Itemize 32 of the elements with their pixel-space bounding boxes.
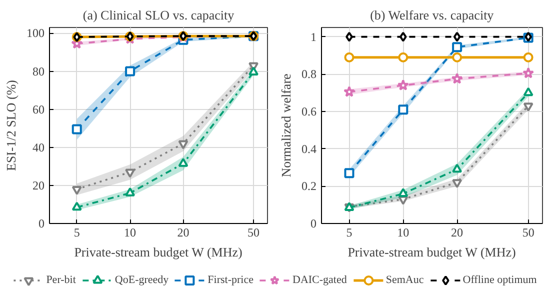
x-tick-label: 10 [124, 226, 136, 240]
y-tick-label: 60 [32, 102, 44, 116]
x-axis-title: Private-stream budget W (MHz) [74, 244, 242, 260]
y-tick-label: 0.6 [302, 104, 316, 118]
x-tick-label: 5 [346, 226, 352, 240]
x-tick-label: 20 [451, 226, 464, 240]
y-tick-label: 1 [310, 30, 316, 44]
x-tick-label: 50 [248, 226, 260, 240]
y-tick-label: 80 [32, 64, 44, 78]
legend-label: First-price [208, 274, 254, 286]
y-tick-label: 20 [32, 178, 44, 192]
x-tick-label: 50 [522, 226, 534, 240]
y-tick-label: 100 [26, 26, 44, 40]
x-tick-label: 10 [397, 226, 410, 240]
chart-title: (b) Welfare vs. capacity [370, 8, 494, 22]
x-tick-label: 20 [177, 226, 190, 240]
y-tick-label: 40 [32, 140, 44, 154]
y-axis-title: ESI-1/2 SLO (%) [4, 80, 18, 171]
y-tick-label: 0.8 [302, 67, 316, 82]
chart-title: (a) Clinical SLO vs. capacity [82, 8, 235, 22]
x-axis-title: Private-stream budget W (MHz) [348, 244, 516, 260]
y-tick-label: 0 [38, 216, 44, 230]
x-tick-label: 5 [74, 226, 80, 240]
y-axis-title: Normalized welfare [278, 73, 294, 178]
y-tick-label: 0 [310, 216, 316, 230]
legend-label: DAIC-gated [292, 274, 347, 286]
legend-label: QoE-greedy [114, 274, 169, 286]
legend-label: Offline optimum [462, 274, 537, 286]
legend-label: SemAuc [386, 274, 424, 286]
y-tick-label: 0.4 [302, 142, 316, 156]
y-tick-label: 0.2 [302, 179, 316, 194]
legend-label: Per-bit [46, 274, 76, 286]
